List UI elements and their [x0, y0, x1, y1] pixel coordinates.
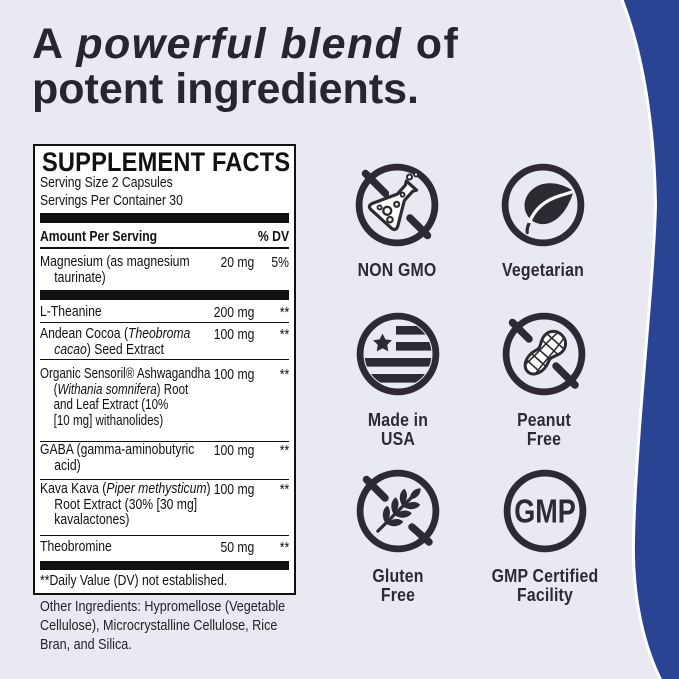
- svg-text:GMP: GMP: [514, 494, 576, 530]
